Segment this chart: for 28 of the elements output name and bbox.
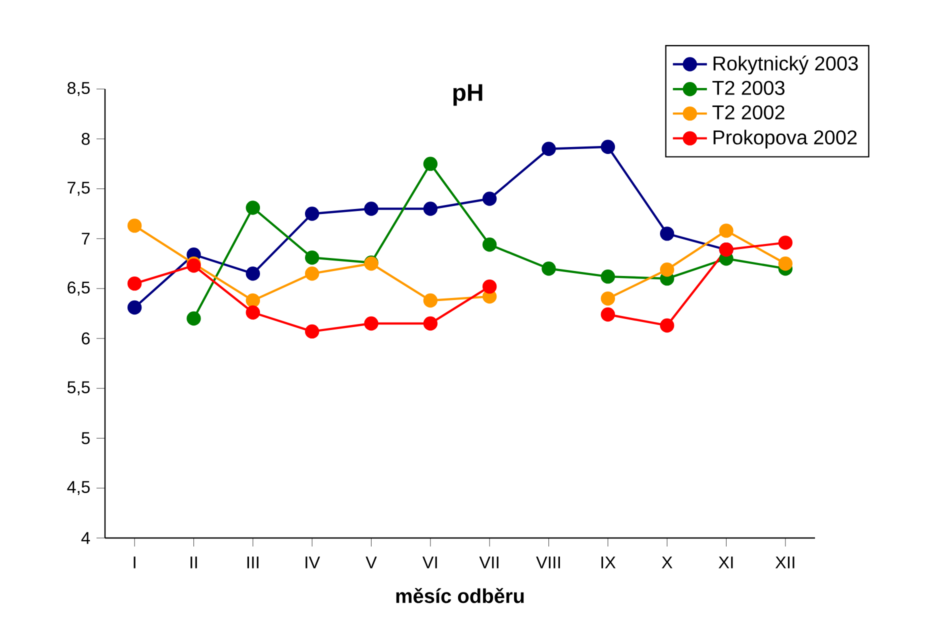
x-tick-label: VII xyxy=(479,556,498,568)
y-tick-label: 7,5 xyxy=(68,182,90,196)
y-tick-label: 8,5 xyxy=(68,82,90,96)
x-tick-label: V xyxy=(366,556,377,568)
legend-label: Rokytnický 2003 xyxy=(714,56,858,74)
chart-title: pH xyxy=(453,84,482,106)
y-tick-label: 7 xyxy=(82,232,90,245)
x-tick-label: VIII xyxy=(536,556,560,568)
x-axis-title: měsíc odběru xyxy=(396,588,524,604)
legend-label: T2 2003 xyxy=(712,80,784,95)
x-tick-label: I xyxy=(134,556,136,568)
x-tick-label: VI xyxy=(422,556,437,568)
x-tick-label: III xyxy=(247,556,258,568)
x-tick-label: II xyxy=(190,556,197,568)
x-tick-label: IX xyxy=(601,556,616,568)
x-tick-label: XII xyxy=(775,556,794,568)
y-tick-label: 5 xyxy=(82,432,90,444)
y-tick-label: 6 xyxy=(82,332,90,344)
y-tick-label: 6,5 xyxy=(68,282,90,296)
x-tick-label: X xyxy=(662,556,672,568)
y-tick-label: 4 xyxy=(81,532,90,544)
y-tick-label: 5,5 xyxy=(67,381,90,396)
x-tick-label: XI xyxy=(718,556,733,568)
legend-label: Prokopova 2002 xyxy=(714,130,857,148)
x-tick-label: IV xyxy=(306,556,320,568)
legend-label: T2 2002 xyxy=(712,105,784,120)
y-tick-label: 8 xyxy=(82,132,90,145)
y-tick-label: 4,5 xyxy=(67,481,90,496)
